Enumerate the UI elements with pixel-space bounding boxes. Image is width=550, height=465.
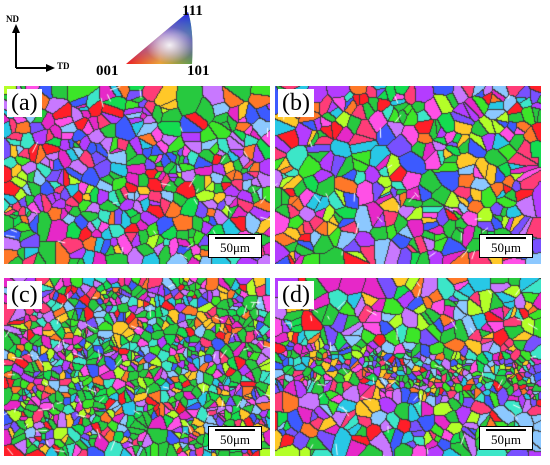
scale-bar-text: 50μm — [219, 240, 251, 255]
scale-bar-line — [486, 429, 526, 431]
td-axis-label: TD — [57, 61, 70, 71]
ebsd-map-panel-d: (d) 50μm — [275, 278, 541, 456]
nd-axis-label: ND — [6, 14, 19, 24]
scale-bar-text: 50μm — [219, 432, 251, 447]
ipf-label-001: 001 — [96, 63, 119, 79]
axis-arrows — [12, 24, 55, 72]
ebsd-map-panel-b: (b) 50μm — [275, 86, 541, 264]
scale-bar-line — [215, 429, 255, 431]
scale-bar: 50μm — [208, 234, 262, 258]
panel-label: (c) — [7, 281, 42, 309]
scale-bar-text: 50μm — [490, 432, 522, 447]
scale-bar-line — [486, 237, 526, 239]
panel-label: (b) — [278, 89, 314, 117]
scale-bar: 50μm — [479, 234, 533, 258]
ipf-label-111: 111 — [182, 3, 203, 19]
panel-label: (d) — [278, 281, 314, 309]
figure-legend: ND TD — [0, 0, 550, 86]
ebsd-map-panel-a: (a) 50μm — [4, 86, 270, 264]
ipf-label-101: 101 — [187, 63, 210, 79]
scale-bar-line — [215, 237, 255, 239]
scale-bar: 50μm — [479, 426, 533, 450]
scale-bar-text: 50μm — [490, 240, 522, 255]
ipf-color-key-triangle — [126, 12, 193, 64]
scale-bar: 50μm — [208, 426, 262, 450]
ebsd-map-panel-c: (c) 50μm — [4, 278, 270, 456]
panel-label: (a) — [7, 89, 42, 117]
